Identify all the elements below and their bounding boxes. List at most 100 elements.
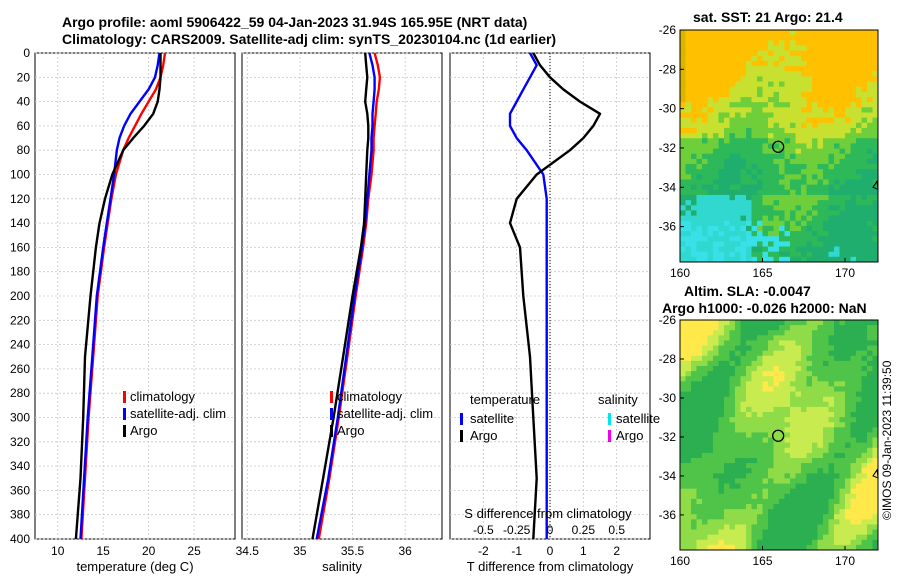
map-cell (707, 169, 714, 175)
map-cell (680, 60, 686, 67)
map-cell (795, 488, 802, 495)
map-cell (850, 225, 857, 232)
map-cell (790, 544, 796, 551)
map-cell (795, 417, 802, 423)
map-cell (757, 164, 763, 170)
map-cell (828, 391, 835, 398)
map-cell (707, 345, 714, 352)
map-cell (817, 138, 824, 144)
map-cell (773, 45, 780, 52)
map-cell (762, 386, 769, 392)
map-cell (685, 241, 692, 247)
map-cell (779, 122, 785, 129)
map-cell (850, 81, 857, 88)
map-cell (867, 122, 873, 129)
map-cell (812, 205, 818, 211)
map-cell (850, 184, 857, 191)
map-cell (850, 158, 857, 165)
map-cell (762, 122, 769, 129)
map-cell (691, 133, 697, 139)
map-cell (718, 360, 725, 367)
map-cell (740, 210, 747, 216)
map-cell (702, 153, 708, 160)
map-cell (740, 189, 747, 196)
map-cell (834, 220, 840, 227)
map-cell (757, 251, 763, 258)
map-cell (834, 524, 840, 530)
secondary-axis-label: S difference from climatology (464, 506, 632, 521)
y-tick-label: 380 (10, 508, 30, 522)
map-cell (768, 350, 774, 357)
map-cell (779, 174, 785, 180)
map-cell (702, 86, 708, 93)
map-cell (867, 174, 873, 180)
map-cell (839, 340, 846, 346)
map-cell (768, 35, 774, 41)
map-cell (872, 335, 879, 341)
map-cell (751, 406, 758, 413)
map-cell (713, 60, 719, 67)
map-cell (801, 189, 807, 196)
map-cell (839, 205, 846, 211)
map-cell (867, 138, 873, 144)
coastline (872, 468, 879, 479)
map-cell (757, 143, 763, 149)
map-cell (751, 514, 758, 520)
map-cell (872, 488, 879, 495)
y-tick-label: 200 (10, 289, 30, 303)
map-cell (795, 30, 802, 36)
map-cell (817, 184, 824, 191)
map-cell (724, 35, 730, 41)
map-cell (812, 493, 818, 500)
map-cell (779, 55, 785, 62)
map-cell (828, 427, 835, 433)
map-cell (867, 473, 873, 479)
map-cell (812, 452, 818, 459)
map-cell (762, 179, 769, 186)
map-cell (691, 179, 697, 186)
map-cell (680, 220, 686, 227)
map-cell (823, 504, 829, 510)
map-cell (680, 241, 686, 247)
map-cell (718, 215, 725, 222)
map-cell (713, 40, 719, 46)
map-cell (713, 483, 719, 490)
map-cell (839, 534, 846, 541)
map-cell (784, 534, 791, 541)
x-tick-label: 25 (187, 544, 201, 558)
map-cell (751, 97, 758, 103)
map-cell (768, 330, 774, 336)
map-cell (762, 138, 769, 144)
map-cell (751, 220, 758, 227)
map-cell (751, 539, 758, 546)
map-cell (834, 396, 840, 403)
map-cell (707, 437, 714, 444)
map-cell (696, 81, 703, 88)
map-cell (685, 529, 692, 536)
map-cell (718, 76, 725, 82)
map-cell (828, 447, 835, 454)
map-cell (845, 473, 851, 479)
map-cell (757, 437, 763, 444)
map-cell (702, 122, 708, 129)
map-cell (806, 117, 813, 124)
map-cell (850, 488, 857, 495)
map-cell (762, 350, 769, 357)
map-cell (795, 366, 802, 372)
map-cell (680, 91, 686, 98)
map-cell (784, 350, 791, 357)
map-cell (790, 386, 796, 392)
map-cell (779, 386, 785, 392)
map-cell (757, 107, 763, 113)
map-cell (867, 107, 873, 113)
map-cell (691, 371, 697, 377)
map-cell (729, 401, 736, 408)
map-cell (680, 97, 686, 103)
map-cell (746, 437, 752, 444)
map-cell (746, 509, 752, 515)
map-cell (696, 97, 703, 103)
map-cell (806, 45, 813, 52)
map-cell (696, 534, 703, 541)
map-cell (740, 355, 747, 362)
map-cell (724, 488, 730, 495)
